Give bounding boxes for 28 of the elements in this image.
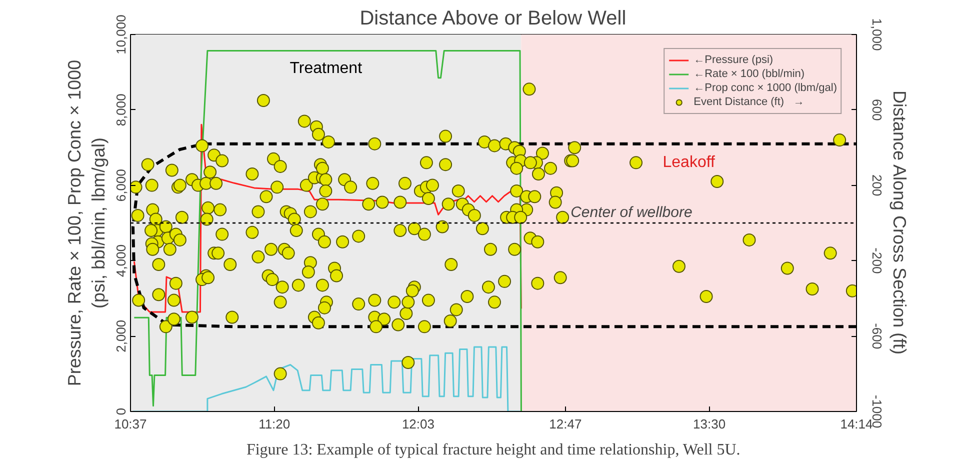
legend-label: ←Prop conc × 1000 (lbm/gal) — [694, 81, 837, 95]
x-tick-label: 14:14 — [840, 416, 873, 432]
y2-tick-label: 600 — [870, 99, 884, 121]
y2-tick-label: -200 — [870, 248, 884, 274]
legend-label: ←Rate × 100 (bbl/min) — [694, 67, 805, 81]
y-tick-label: 8,000 — [114, 94, 128, 126]
caption: Figure 13: Example of typical fracture height and time relationship, Well 5U. — [246, 442, 740, 458]
y-tick-label: 0 — [114, 408, 128, 416]
y2-tick-label: 200 — [870, 174, 884, 196]
band-label: Treatment — [290, 60, 363, 77]
y2-tick-label: 1,000 — [870, 18, 884, 51]
y-tick-label: 6,000 — [114, 169, 128, 202]
x-tick-label: 12:03 — [402, 416, 435, 432]
x-tick-label: 12:47 — [549, 416, 582, 432]
y-axis-title: Pressure, Rate × 100, Prop Conc × 1000 (psi, bbl/min, lbm/gal) — [64, 60, 108, 386]
y-tick-label: 10,000 — [114, 14, 128, 54]
y-tick-label: 2,000 — [114, 320, 128, 352]
y2-tick-label: -600 — [870, 323, 884, 350]
x-tick-label: 11:20 — [258, 416, 290, 432]
ref-line-label: Center of wellbore — [570, 204, 692, 221]
y-tick-label: 4,000 — [114, 244, 128, 277]
legend-label: Event Distance (ft) → — [694, 95, 804, 109]
band-label: Leakoff — [662, 154, 716, 172]
x-tick-label: 13:30 — [693, 416, 726, 432]
chart-title: Distance Above or Below Well — [360, 8, 626, 30]
legend-label: ←Pressure (psi) — [694, 53, 774, 67]
y2-axis-title: Distance Along Cross Section (ft) — [890, 90, 910, 355]
x-tick-label: 10:37 — [114, 416, 147, 432]
